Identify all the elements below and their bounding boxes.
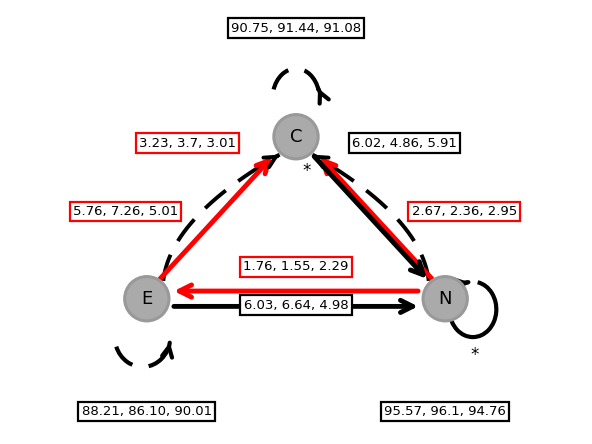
Text: 2.67, 2.36, 2.95: 2.67, 2.36, 2.95 [412, 205, 517, 218]
Circle shape [423, 277, 467, 321]
Text: 95.57, 96.1, 94.76: 95.57, 96.1, 94.76 [384, 405, 506, 418]
Text: 88.21, 86.10, 90.01: 88.21, 86.10, 90.01 [82, 405, 212, 418]
Text: *: * [471, 345, 479, 364]
Text: 90.75, 91.44, 91.08: 90.75, 91.44, 91.08 [231, 22, 361, 35]
Text: E: E [141, 290, 153, 308]
Text: *: * [303, 163, 311, 180]
Text: 5.76, 7.26, 5.01: 5.76, 7.26, 5.01 [73, 205, 178, 218]
Text: 6.02, 4.86, 5.91: 6.02, 4.86, 5.91 [352, 137, 457, 150]
Circle shape [274, 115, 318, 159]
Text: N: N [439, 290, 452, 308]
Text: 6.03, 6.64, 4.98: 6.03, 6.64, 4.98 [244, 299, 348, 312]
Circle shape [125, 277, 169, 321]
Text: C: C [289, 128, 303, 146]
Text: 1.76, 1.55, 2.29: 1.76, 1.55, 2.29 [243, 260, 349, 273]
Text: 3.23, 3.7, 3.01: 3.23, 3.7, 3.01 [139, 137, 236, 150]
